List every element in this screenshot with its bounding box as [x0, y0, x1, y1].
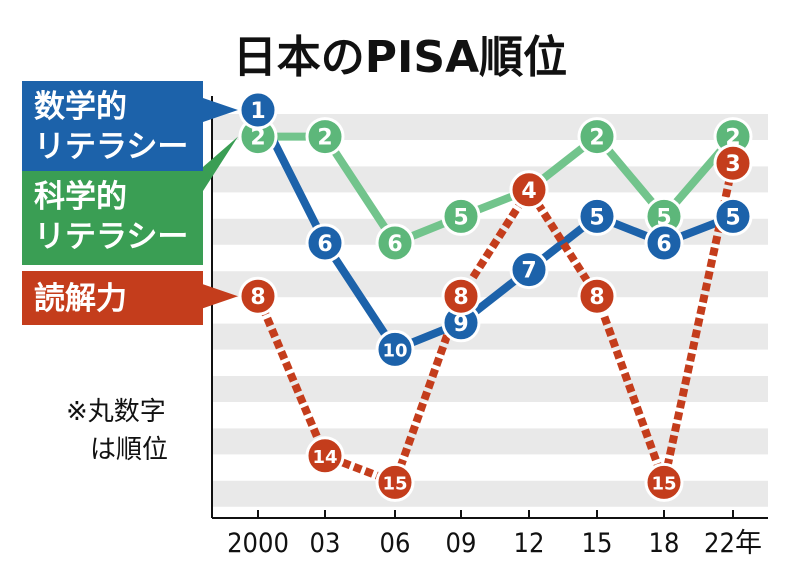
marker-s0-12: 7: [509, 250, 549, 290]
grid-band: [212, 323, 768, 350]
marker-s0-09: 9: [441, 303, 481, 343]
legend-label-line-0: 科学的: [34, 179, 127, 215]
marker-label: 5: [725, 205, 740, 230]
grid-band: [212, 271, 768, 298]
marker-s1-2000: 2: [238, 117, 278, 157]
marker-circle: [577, 117, 617, 157]
marker-label: 15: [651, 473, 676, 494]
marker-s1-03: 2: [305, 117, 345, 157]
x-tick-label-03: 03: [310, 528, 341, 559]
x-tick-label-22: 22年: [704, 528, 762, 559]
marker-label: 8: [589, 285, 604, 310]
marker-label: 5: [589, 205, 604, 230]
legend-box: [22, 271, 238, 325]
marker-s0-06: 10: [375, 329, 415, 369]
marker-circle: [305, 117, 345, 157]
chart-axes: 2000 03 06 09 12 15 18 22年: [211, 96, 768, 559]
legend-label-line-0: 数学的: [34, 89, 127, 125]
x-tick-label-09: 09: [446, 528, 477, 559]
marker-circle: [305, 436, 345, 476]
marker-s2-12: 4: [509, 170, 549, 210]
chart-title: 日本のPISA順位: [233, 32, 567, 83]
marker-s0-15: 5: [577, 196, 617, 236]
grid-band: [212, 428, 768, 455]
marker-circle: [509, 250, 549, 290]
marker-label: 10: [382, 340, 407, 361]
marker-label: 1: [250, 99, 265, 124]
marker-label: 2: [250, 126, 265, 151]
annotation-line-2: は順位: [90, 435, 168, 465]
marker-label: 2: [589, 126, 604, 151]
marker-s1-09: 5: [441, 196, 481, 236]
legend-label-line-0: 読解力: [34, 281, 127, 317]
marker-label: 6: [387, 232, 402, 257]
x-tick-label-06: 06: [380, 528, 411, 559]
grid-band: [212, 480, 768, 507]
x-tick-label-2000: 2000: [227, 528, 289, 559]
legend-label-line-1: リテラシー: [34, 129, 188, 165]
legend-item-2: 読解力: [22, 271, 238, 325]
marker-label: 7: [521, 259, 536, 284]
marker-label: 8: [453, 285, 468, 310]
marker-circle: [238, 90, 278, 130]
marker-s2-2000: 8: [238, 276, 278, 316]
marker-s0-03: 6: [305, 223, 345, 263]
legend-box: [22, 81, 238, 171]
marker-circle: [577, 276, 617, 316]
marker-s2-09: 8: [441, 276, 481, 316]
x-tick-label-12: 12: [514, 528, 545, 559]
x-tick-label-15: 15: [582, 528, 613, 559]
marker-label: 6: [656, 232, 671, 257]
legend-box: [22, 136, 238, 265]
marker-label: 6: [317, 232, 332, 257]
grid-bands: [212, 114, 768, 507]
marker-circle: [238, 276, 278, 316]
marker-circle: [441, 196, 481, 236]
marker-circle: [644, 462, 684, 502]
marker-s0-2000: 1: [238, 90, 278, 130]
marker-s1-15: 2: [577, 117, 617, 157]
marker-label: 3: [725, 152, 740, 177]
marker-label: 2: [317, 126, 332, 151]
marker-s2-18: 15: [644, 462, 684, 502]
marker-circle: [375, 329, 415, 369]
marker-s2-22: 3: [713, 143, 753, 183]
marker-label: 4: [521, 179, 536, 204]
marker-circle: [644, 223, 684, 263]
marker-circle: [375, 462, 415, 502]
marker-label: 8: [250, 285, 265, 310]
marker-circle: [577, 196, 617, 236]
marker-circle: [375, 223, 415, 263]
marker-s2-03: 14: [305, 436, 345, 476]
marker-circle: [713, 196, 753, 236]
marker-s0-18: 6: [644, 223, 684, 263]
marker-label: 14: [312, 447, 337, 468]
legend-label-line-1: リテラシー: [34, 219, 188, 255]
marker-label: 9: [453, 312, 468, 337]
marker-label: 5: [453, 205, 468, 230]
marker-circle: [305, 223, 345, 263]
marker-circle: [441, 276, 481, 316]
marker-circle: [713, 143, 753, 183]
annotation-line-1: ※丸数字: [66, 397, 166, 427]
marker-label: 15: [382, 473, 407, 494]
marker-s2-15: 8: [577, 276, 617, 316]
series-markers: 2265425216109756581415848153: [238, 90, 753, 502]
marker-s2-06: 15: [375, 462, 415, 502]
marker-s1-06: 6: [375, 223, 415, 263]
grid-band: [212, 166, 768, 193]
marker-s0-22: 5: [713, 196, 753, 236]
x-tick-label-18: 18: [649, 528, 680, 559]
marker-circle: [509, 170, 549, 210]
